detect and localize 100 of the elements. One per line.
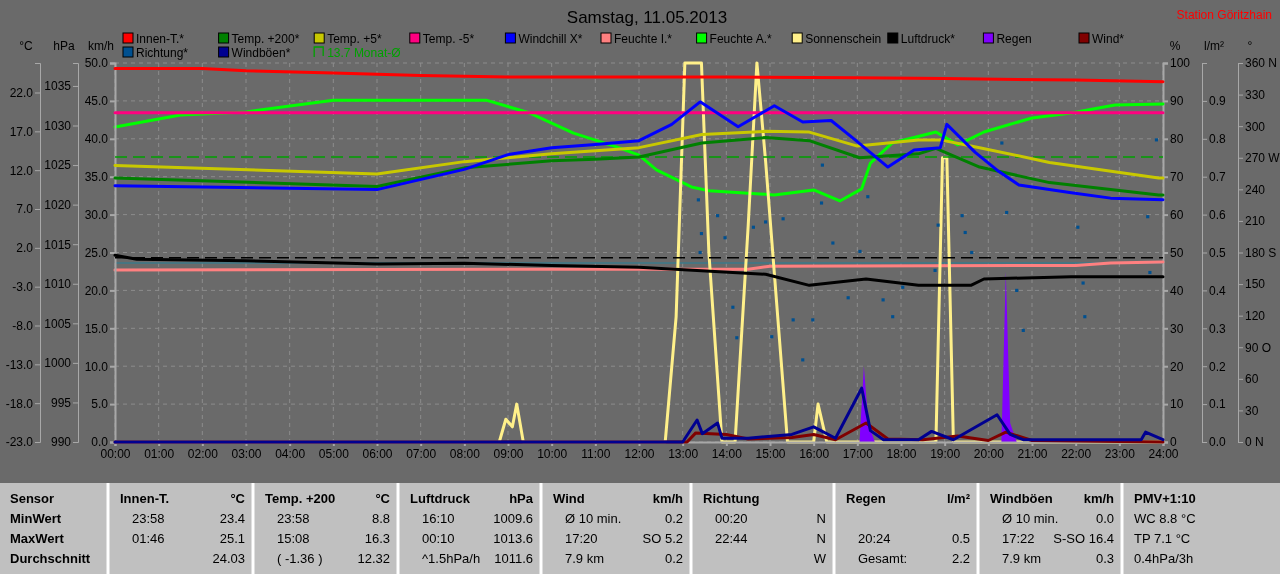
legend-label: Regen — [996, 32, 1032, 46]
y3-tick-label: 150 — [1245, 277, 1266, 292]
x-tick-label: 07:00 — [406, 446, 437, 461]
text: 16.3 — [364, 531, 390, 546]
text: Gesamt: — [858, 551, 908, 566]
x-tick-label: 11:00 — [581, 446, 611, 461]
text: Windböen — [990, 491, 1053, 506]
x-tick-label: 21:00 — [1017, 446, 1048, 461]
text: 23:58 — [277, 511, 310, 526]
x-tick-label: 04:00 — [275, 446, 306, 461]
text: MinWert — [10, 511, 62, 526]
y-tick-label: 30 — [1170, 321, 1184, 336]
text: MaxWert — [10, 531, 65, 546]
y-axis-title: °C — [19, 39, 34, 53]
y2-tick-label: 0.3 — [1209, 321, 1227, 336]
text: Sensor — [10, 491, 55, 506]
text: 1011.6 — [494, 551, 533, 566]
y2-tick-label: 1000 — [44, 356, 72, 371]
x-tick-label: 08:00 — [449, 446, 481, 461]
y-tick-label: 10 — [1170, 397, 1184, 412]
y-tick-label: -18.0 — [5, 396, 34, 411]
text: 7.9 km — [565, 551, 605, 566]
text: 8.8 — [371, 511, 390, 526]
x-tick-label: 06:00 — [362, 446, 393, 461]
x-tick-label: 22:00 — [1061, 446, 1092, 461]
legend-label: Temp. +5* — [327, 32, 382, 46]
y2-tick-label: 990 — [50, 435, 72, 450]
x-tick-label: 19:00 — [930, 446, 961, 461]
y3-tick-label: 5.0 — [91, 397, 109, 412]
y2-tick-label: 0.9 — [1209, 94, 1227, 109]
x-tick-label: 14:00 — [711, 446, 743, 461]
text: 0.4hPa/3h — [1134, 551, 1194, 566]
y-tick-label: -8.0 — [12, 318, 34, 333]
y3-tick-label: 10.0 — [84, 359, 109, 374]
y3-tick-label: 240 — [1245, 182, 1266, 197]
y2-tick-label: 0.0 — [1209, 435, 1227, 450]
y2-tick-label: 0.1 — [1209, 397, 1227, 412]
y-tick-label: 50 — [1170, 245, 1184, 260]
y2-axis-title: l/m² — [1204, 39, 1224, 53]
text: 00:20 — [715, 511, 748, 526]
text: 20:24 — [858, 531, 891, 546]
y3-tick-label: 90 O — [1245, 340, 1272, 355]
text: Innen-T. — [120, 491, 170, 506]
text: 7.9 km — [1002, 551, 1042, 566]
y-tick-label: 90 — [1170, 94, 1184, 109]
text: 0.5 — [951, 531, 970, 546]
text: °C — [230, 491, 246, 506]
y3-axis-title: km/h — [87, 39, 115, 53]
y-axis-title: % — [1169, 39, 1181, 53]
legend-label: 13.7 Monat-Ø — [327, 46, 401, 60]
text: 23.4 — [219, 511, 245, 526]
y3-tick-label: 270 W — [1245, 151, 1280, 166]
text: Richtung — [703, 491, 760, 506]
legend-label: Temp. +200* — [231, 32, 300, 46]
text: Station Göritzhain — [1176, 8, 1272, 22]
y-tick-label: 7.0 — [16, 202, 34, 217]
y3-tick-label: 15.0 — [84, 321, 109, 336]
y2-axis-title: hPa — [53, 39, 75, 53]
text: °C — [375, 491, 391, 506]
chart-title: Samstag, 11.05.2013 — [566, 8, 728, 27]
x-tick-label: 13:00 — [668, 446, 699, 461]
y3-tick-label: 30 — [1245, 403, 1259, 418]
y3-tick-label: 45.0 — [84, 94, 109, 109]
y2-tick-label: 0.5 — [1209, 245, 1227, 260]
text: 15:08 — [277, 531, 310, 546]
y3-tick-label: 360 N — [1245, 56, 1278, 71]
text: PMV+1:10 — [1134, 491, 1196, 506]
x-tick-label: 23:00 — [1104, 446, 1136, 461]
y2-tick-label: 1030 — [44, 118, 72, 133]
legend-label: Windböen* — [231, 46, 291, 60]
y2-tick-label: 1015 — [44, 237, 72, 252]
x-tick-label: 05:00 — [318, 446, 350, 461]
text: 0.3 — [1095, 551, 1114, 566]
y-tick-label: 40 — [1170, 283, 1184, 298]
y2-tick-label: 0.2 — [1209, 359, 1227, 374]
y2-tick-label: 1025 — [44, 158, 72, 173]
y-tick-label: -13.0 — [5, 357, 34, 372]
text: km/h — [652, 491, 684, 506]
legend-label: Sonnenschein — [805, 32, 882, 46]
x-tick-label: 12:00 — [624, 446, 655, 461]
y-tick-label: 2.0 — [16, 241, 34, 256]
y2-tick-label: 1020 — [44, 197, 72, 212]
x-tick-label: 15:00 — [755, 446, 786, 461]
text: ^1.5hPa/h — [422, 551, 481, 566]
text: 0.2 — [664, 511, 683, 526]
text: 0.0 — [1095, 511, 1114, 526]
text: W — [813, 551, 827, 566]
legend-label: Luftdruck* — [900, 32, 956, 46]
y2-tick-label: 1035 — [44, 79, 72, 94]
legend-label: Feuchte A.* — [709, 32, 772, 46]
y-tick-label: 80 — [1170, 132, 1184, 147]
text: 2.2 — [951, 551, 970, 566]
text: Wind — [553, 491, 585, 506]
y3-tick-label: 330 — [1245, 87, 1266, 102]
y-tick-label: 17.0 — [9, 124, 34, 139]
text: 1013.6 — [493, 531, 533, 546]
y3-tick-label: 300 — [1245, 119, 1266, 134]
y3-tick-label: 50.0 — [84, 56, 109, 71]
text: 22:44 — [715, 531, 748, 546]
text: 25.1 — [219, 531, 245, 546]
